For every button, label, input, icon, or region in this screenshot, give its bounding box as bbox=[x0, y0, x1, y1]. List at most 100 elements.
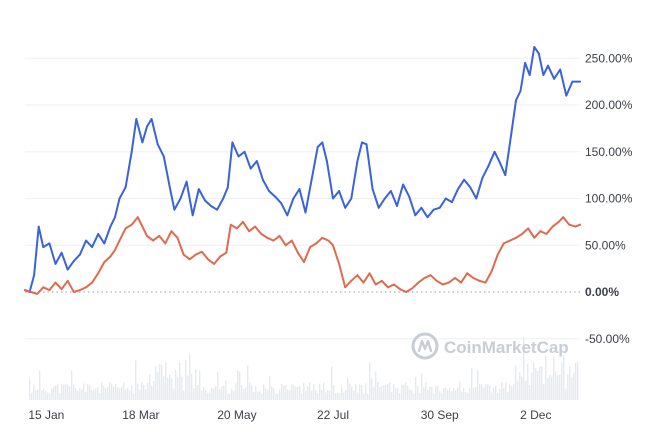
volume-bar bbox=[395, 388, 397, 400]
volume-bar bbox=[163, 376, 165, 400]
series-1-point bbox=[91, 246, 93, 249]
volume-bar bbox=[507, 392, 509, 400]
y-tick-label: -50.00% bbox=[585, 332, 630, 346]
y-tick-label: 250.00% bbox=[585, 51, 633, 65]
volume-bar bbox=[309, 382, 311, 400]
series-2-point bbox=[309, 246, 311, 249]
volume-bars bbox=[29, 336, 579, 400]
volume-bar bbox=[275, 393, 277, 400]
volume-bar bbox=[265, 387, 267, 400]
series-2-point bbox=[297, 251, 299, 254]
volume-bar bbox=[189, 353, 191, 400]
y-tick-label: 100.00% bbox=[585, 192, 633, 206]
series-1-point bbox=[316, 146, 319, 149]
series-1-point bbox=[268, 190, 270, 192]
volume-bar bbox=[569, 366, 571, 400]
volume-bar bbox=[521, 376, 523, 400]
volume-bar bbox=[75, 388, 77, 400]
volume-bar bbox=[201, 390, 203, 400]
volume-bar bbox=[295, 386, 297, 400]
volume-bar bbox=[361, 384, 363, 400]
volume-bar bbox=[367, 393, 369, 400]
volume-bar bbox=[363, 393, 365, 400]
series-1-point bbox=[298, 188, 301, 191]
volume-bar bbox=[353, 390, 355, 400]
series-2-point bbox=[496, 253, 499, 256]
volume-bar bbox=[127, 387, 129, 400]
series-2-point bbox=[60, 288, 63, 291]
volume-bar bbox=[405, 382, 407, 400]
volume-bar bbox=[483, 387, 485, 400]
series-2-point bbox=[435, 279, 438, 282]
volume-bar bbox=[259, 391, 261, 400]
volume-bar bbox=[547, 378, 549, 400]
volume-bar bbox=[109, 382, 111, 400]
volume-bar bbox=[381, 386, 383, 400]
volume-bar bbox=[199, 370, 201, 400]
volume-bar bbox=[171, 378, 173, 400]
volume-bar bbox=[425, 382, 427, 400]
series-2-point bbox=[350, 279, 353, 282]
volume-bar bbox=[157, 372, 159, 400]
volume-bar bbox=[517, 380, 519, 400]
volume-bar bbox=[475, 386, 477, 400]
series-2-point bbox=[152, 239, 155, 242]
series-2-point bbox=[290, 239, 293, 242]
series-1-point bbox=[510, 132, 513, 134]
volume-bar bbox=[169, 375, 171, 400]
series-2-point bbox=[188, 258, 191, 261]
volume-bar bbox=[205, 390, 207, 400]
series-2-point bbox=[380, 279, 383, 282]
series-2-point bbox=[568, 223, 571, 226]
volume-bar bbox=[319, 383, 321, 400]
volume-bar bbox=[69, 386, 71, 400]
volume-bar bbox=[89, 385, 91, 400]
volume-bar bbox=[211, 387, 213, 400]
series-2-point bbox=[423, 277, 426, 279]
volume-bar bbox=[339, 393, 341, 400]
series-2-point bbox=[72, 291, 75, 293]
volume-bar bbox=[325, 392, 327, 400]
volume-bar bbox=[185, 359, 187, 400]
volume-bar bbox=[481, 384, 483, 400]
series-1-point bbox=[124, 186, 127, 189]
volume-bar bbox=[567, 374, 569, 400]
series-2-point bbox=[118, 239, 121, 242]
series-2-point bbox=[411, 287, 414, 290]
series-1-point bbox=[528, 74, 531, 76]
volume-bar bbox=[47, 392, 49, 400]
series-line-1 bbox=[24, 46, 581, 293]
volume-bar bbox=[443, 388, 445, 400]
volume-bar bbox=[159, 363, 161, 400]
series-1-point bbox=[54, 263, 57, 265]
volume-bar bbox=[311, 390, 313, 400]
volume-bar bbox=[235, 383, 237, 400]
volume-bar bbox=[187, 375, 189, 400]
series-2-point bbox=[182, 253, 185, 256]
series-1-point bbox=[383, 197, 386, 200]
volume-bar bbox=[145, 389, 147, 400]
volume-bar bbox=[173, 388, 175, 400]
volume-bar bbox=[449, 387, 451, 400]
series-2-point bbox=[225, 251, 228, 254]
y-tick-label: 150.00% bbox=[585, 145, 633, 159]
volume-bar bbox=[233, 390, 235, 400]
series-2-point bbox=[219, 255, 222, 258]
volume-bar bbox=[543, 383, 545, 400]
series-2-point bbox=[368, 272, 371, 275]
volume-bar bbox=[515, 365, 517, 400]
series-1-point bbox=[150, 118, 153, 120]
series-2-point bbox=[176, 236, 179, 239]
volume-bar bbox=[213, 388, 215, 400]
volume-bar bbox=[331, 366, 333, 400]
volume-bar bbox=[357, 392, 359, 400]
series-2-point bbox=[85, 286, 87, 289]
volume-bar bbox=[379, 386, 381, 400]
volume-bar bbox=[151, 385, 153, 400]
volume-bar bbox=[525, 380, 527, 400]
volume-bar bbox=[193, 388, 195, 400]
volume-bar bbox=[85, 391, 87, 400]
volume-bar bbox=[421, 373, 423, 400]
series-2-point bbox=[356, 274, 359, 277]
series-2-point bbox=[405, 291, 408, 293]
